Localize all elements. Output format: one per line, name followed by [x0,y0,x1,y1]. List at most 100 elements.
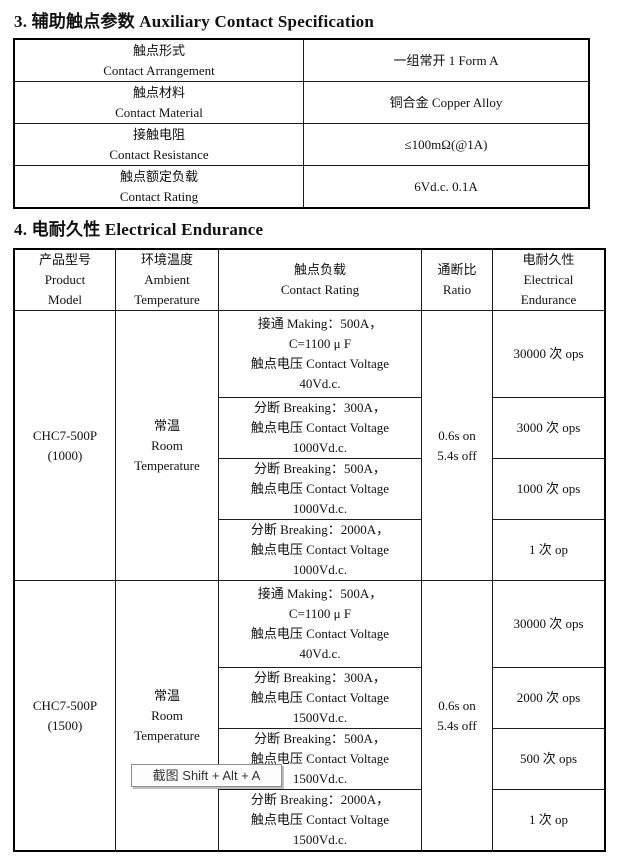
header-line: Temperature [134,292,200,307]
header-contact-rating: 触点负载 Contact Rating [218,248,422,311]
load-line: 接通 Making：500A， [257,316,383,331]
header-electrical-endurance: 电耐久性 Electrical Endurance [492,248,606,311]
spec-value-contact-resistance: ≤100mΩ(@1A) [303,123,590,166]
ratio-line: 0.6s on [438,427,476,443]
model-name: CHC7-500P [32,427,98,443]
endurance-cell: 30000 次 ops [492,580,606,668]
endurance-row: CHC7-500P (1000) 常温 Room Temperature 接通 … [13,310,606,581]
table-row: 触点材料 Contact Material 铜合金 Copper Alloy [13,81,590,124]
load-line: 分断 Breaking：500A， [254,461,386,476]
load-line: 1000Vd.c. [292,501,348,516]
label-zh: 接触电阻 [132,126,185,142]
ratio-line: 5.4s off [437,717,477,733]
endurance-row: 分断 Breaking：500A， 触点电压 Contact Voltage 1… [14,458,606,520]
load-cell: 分断 Breaking：500A， 触点电压 Contact Voltage 1… [218,728,422,790]
label-en: Contact Resistance [109,146,209,162]
load-cell: 分断 Breaking：500A， 触点电压 Contact Voltage 1… [218,458,422,520]
header-line: Product [44,272,86,287]
temperature-line: Room [151,707,183,723]
endurance-cell: 2000 次 ops [492,667,606,729]
temperature-line: 常温 [153,687,180,703]
load-line: C=1100 μ F [288,606,352,621]
load-line: 1500Vd.c. [292,771,348,786]
endurance-cell: 3000 次 ops [492,397,606,459]
label-en: Contact Material [115,104,203,120]
label-zh: 触点形式 [132,42,185,58]
load-line: 触点电压 Contact Voltage [250,420,390,435]
header-line: 触点负载 [293,262,346,277]
ratio-cell: 0.6s on 5.4s off [421,310,493,581]
endurance-row: 分断 Breaking：2000A， 触点电压 Contact Voltage … [14,789,606,852]
spec-value-contact-rating: 6Vd.c. 0.1A [303,165,590,209]
endurance-row: 分断 Breaking：500A， 触点电压 Contact Voltage 1… [14,728,606,790]
table-row: 触点形式 Contact Arrangement 一组常开 1 Form A [13,38,590,82]
load-line: 40Vd.c. [299,376,341,391]
header-line: Endurance [520,292,577,307]
load-line: 触点电压 Contact Voltage [250,626,390,641]
endurance-cell: 500 次 ops [492,728,606,790]
load-line: 1000Vd.c. [292,562,348,577]
spec-label-contact-resistance: 接触电阻 Contact Resistance [13,123,304,166]
header-line: Model [48,292,82,307]
endurance-row: CHC7-500P (1500) 常温 Room Temperature 接通 … [13,580,606,852]
spec-label-contact-material: 触点材料 Contact Material [13,81,304,124]
header-line: Ambient [144,272,190,287]
temperature-cell: 常温 Room Temperature [115,310,219,581]
endurance-cell: 1 次 op [492,789,606,852]
header-line: 电耐久性 [522,252,575,267]
load-line: 1000Vd.c. [292,440,348,455]
label-en: Contact Rating [119,188,199,204]
ratio-line: 0.6s on [438,697,476,713]
load-line: 触点电压 Contact Voltage [250,690,390,705]
ratio-line: 5.4s off [437,447,477,463]
header-line: 通断比 [437,262,477,277]
spec-value-contact-material: 铜合金 Copper Alloy [303,81,590,124]
load-line: C=1100 μ F [288,336,352,351]
temperature-cell: 常温 Room Temperature [115,580,219,852]
load-line: 触点电压 Contact Voltage [250,812,390,827]
header-line: 环境温度 [140,252,193,267]
header-line: Contact Rating [280,282,360,297]
spec-label-contact-rating: 触点额定负载 Contact Rating [13,165,304,209]
load-cell: 接通 Making：500A， C=1100 μ F 触点电压 Contact … [218,580,422,668]
endurance-table: 产品型号 Product Model 环境温度 Ambient Temperat… [13,248,606,852]
load-line: 分断 Breaking：300A， [254,400,386,415]
header-line: Ratio [442,282,472,297]
model-variant: (1000) [47,447,83,463]
label-en: Contact Arrangement [103,62,215,78]
endurance-cell: 1 次 op [492,519,606,581]
temperature-line: Temperature [134,727,200,743]
endurance-cell: 30000 次 ops [492,310,606,398]
load-cell: 分断 Breaking：300A， 触点电压 Contact Voltage 1… [218,667,422,729]
spec-label-contact-arrangement: 触点形式 Contact Arrangement [13,38,304,82]
load-cell: 分断 Breaking：2000A， 触点电压 Contact Voltage … [218,519,422,581]
label-zh: 触点额定负载 [119,168,198,184]
load-cell: 分断 Breaking：2000A， 触点电压 Contact Voltage … [218,789,422,852]
load-line: 触点电压 Contact Voltage [250,356,390,371]
load-cell: 接通 Making：500A， C=1100 μ F 触点电压 Contact … [218,310,422,398]
ratio-cell: 0.6s on 5.4s off [421,580,493,852]
section3-title: 3. 辅助触点参数 Auxiliary Contact Specificatio… [14,12,374,31]
spec-value-contact-arrangement: 一组常开 1 Form A [303,38,590,82]
load-line: 分断 Breaking：2000A， [250,792,390,807]
endurance-cell: 1000 次 ops [492,458,606,520]
model-cell: CHC7-500P (1000) [13,310,116,581]
table-row: 触点额定负载 Contact Rating 6Vd.c. 0.1A [13,165,590,209]
endurance-header-row: 产品型号 Product Model 环境温度 Ambient Temperat… [13,248,606,311]
load-line: 分断 Breaking：300A， [254,670,386,685]
header-ratio: 通断比 Ratio [421,248,493,311]
header-line: 产品型号 [38,252,91,267]
load-line: 触点电压 Contact Voltage [250,542,390,557]
model-variant: (1500) [47,717,83,733]
section4-title: 4. 电耐久性 Electrical Endurance [14,220,264,239]
load-cell: 分断 Breaking：300A， 触点电压 Contact Voltage 1… [218,397,422,459]
table-row: 接触电阻 Contact Resistance ≤100mΩ(@1A) [13,123,590,166]
load-line: 1500Vd.c. [292,832,348,847]
load-line: 接通 Making：500A， [257,586,383,601]
label-zh: 触点材料 [132,84,185,100]
model-cell: CHC7-500P (1500) [13,580,116,852]
model-name: CHC7-500P [32,697,98,713]
screenshot-shortcut-tooltip: 截图 Shift + Alt + A [131,764,282,787]
load-line: 触点电压 Contact Voltage [250,751,390,766]
